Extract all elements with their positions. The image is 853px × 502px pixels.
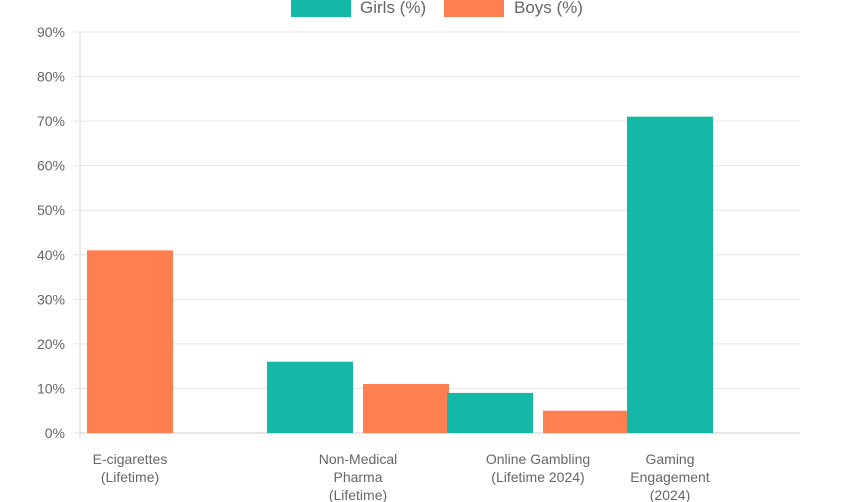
- x-category-label: Online Gambling (Lifetime 2024): [486, 451, 590, 485]
- bar-boys-1[interactable]: [363, 383, 449, 433]
- x-category-label: Non-Medical Pharma (Lifetime): [319, 451, 398, 502]
- legend-swatch[interactable]: [291, 0, 351, 17]
- x-category-label-line: Non-Medical: [319, 451, 398, 467]
- x-category-label-line: Engagement: [630, 469, 710, 485]
- y-tick-label: 30%: [37, 291, 65, 307]
- y-tick-label: 60%: [37, 158, 65, 174]
- x-category-label-line: Gaming: [645, 451, 694, 467]
- y-tick-label: 50%: [37, 202, 65, 218]
- bar-girls-2[interactable]: [447, 392, 533, 433]
- legend: Girls (%) Boys (%): [291, 0, 583, 17]
- x-category-label-line: (2024): [650, 487, 690, 502]
- x-category-label-line: (Lifetime 2024): [491, 469, 584, 485]
- y-tick-label: 80%: [37, 69, 65, 85]
- y-tick-label: 0%: [45, 425, 65, 441]
- y-tick-label: 70%: [37, 113, 65, 129]
- x-category-label-line: E-cigarettes: [93, 451, 168, 467]
- legend-swatch[interactable]: [444, 0, 504, 17]
- x-category-label: Gaming Engagement (2024): [630, 451, 710, 502]
- legend-label[interactable]: Boys (%): [514, 0, 583, 17]
- x-category-label-line: Online Gambling: [486, 451, 590, 467]
- bar-boys-2[interactable]: [543, 410, 629, 433]
- x-category-label: E-cigarettes (Lifetime): [93, 451, 168, 485]
- bar-girls-1[interactable]: [267, 361, 353, 433]
- y-tick-label: 90%: [37, 24, 65, 40]
- x-axis: E-cigarettes (Lifetime) Non-Medical Pharma (…: [93, 451, 710, 502]
- x-category-label-line: (Lifetime): [329, 487, 387, 502]
- bar-boys-0[interactable]: [87, 250, 173, 433]
- x-category-label-line: (Lifetime): [101, 469, 159, 485]
- bar-girls-3[interactable]: [627, 116, 713, 434]
- y-tick-label: 40%: [37, 247, 65, 263]
- x-category-label-line: Pharma: [333, 469, 382, 485]
- bars: [87, 116, 713, 434]
- y-tick-label: 20%: [37, 336, 65, 352]
- grid-lines: [74, 31, 800, 434]
- y-axis: 0% 10% 20% 30% 40% 50% 60% 70% 80% 90%: [37, 24, 800, 441]
- y-tick-label: 10%: [37, 380, 65, 396]
- legend-label[interactable]: Girls (%): [360, 0, 426, 17]
